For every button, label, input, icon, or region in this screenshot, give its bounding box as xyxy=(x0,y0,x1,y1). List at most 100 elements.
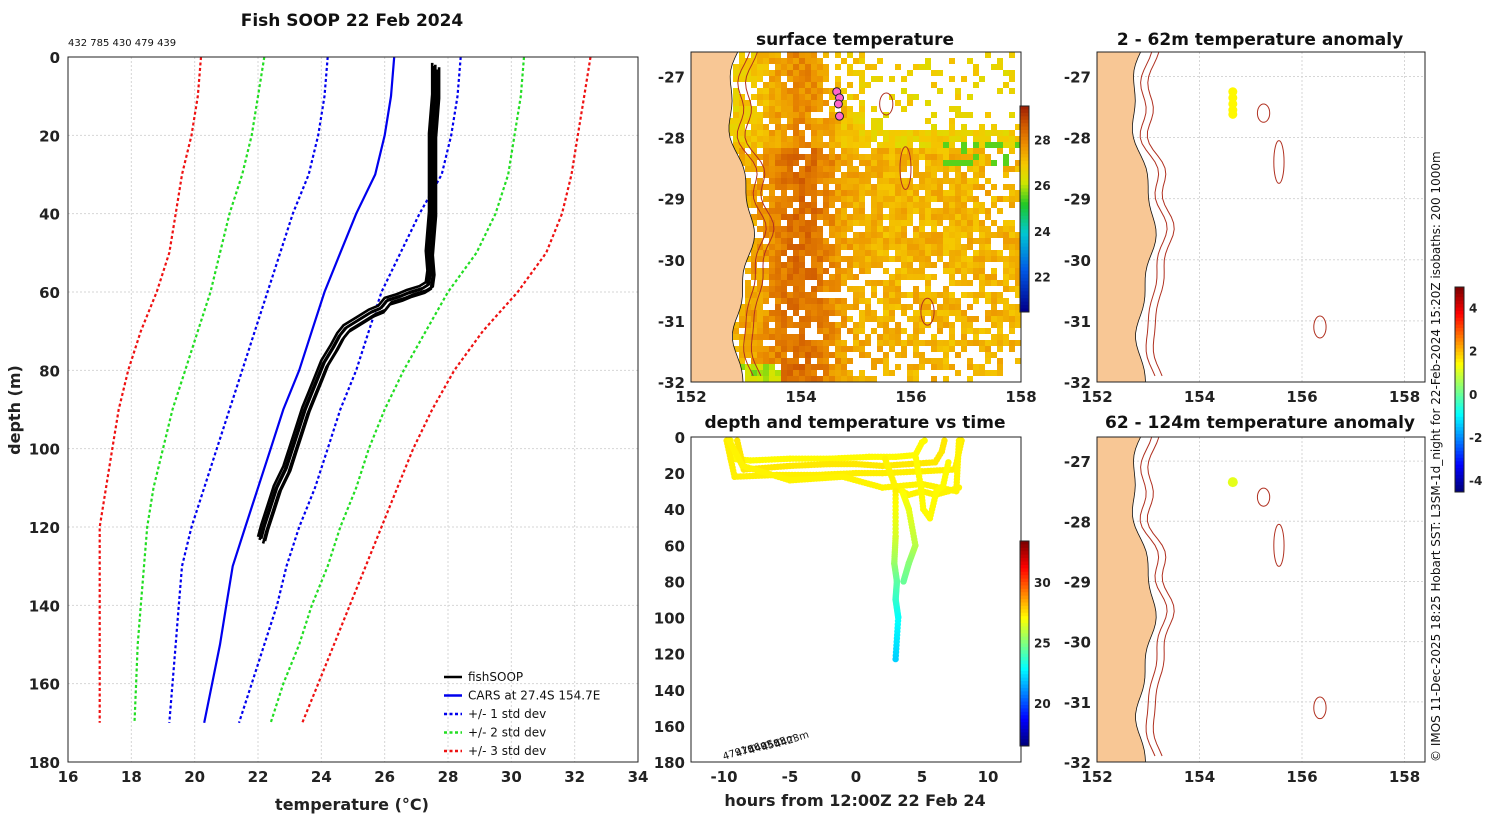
sst-cell xyxy=(883,280,889,286)
sst-cell xyxy=(781,328,787,334)
sst-cell xyxy=(835,220,841,226)
sst-cell xyxy=(799,130,805,136)
sst-cell xyxy=(835,214,841,220)
sst-cell xyxy=(943,250,949,256)
sst-cell xyxy=(883,232,889,238)
sst-cell xyxy=(1015,262,1021,268)
sst-cell xyxy=(949,250,955,256)
sst-cell xyxy=(901,148,907,154)
profile-xtick-label: 32 xyxy=(564,768,585,786)
sst-cell xyxy=(829,130,835,136)
sst-cell xyxy=(985,136,991,142)
sst-cell xyxy=(991,280,997,286)
depth-time-point xyxy=(955,437,963,444)
sst-cell xyxy=(853,94,859,100)
profile-xtick-label: 30 xyxy=(501,768,522,786)
sst-cell xyxy=(787,88,793,94)
sst-cell xyxy=(811,304,817,310)
sst-cell xyxy=(775,70,781,76)
sst-cell xyxy=(919,298,925,304)
sst-cell xyxy=(805,232,811,238)
std1-minus-line xyxy=(168,56,329,723)
sst-cell xyxy=(799,112,805,118)
sst-cell xyxy=(769,70,775,76)
sst-cell xyxy=(1015,340,1021,346)
sst-cell xyxy=(817,352,823,358)
sst-cell xyxy=(859,232,865,238)
sst-cell xyxy=(751,124,757,130)
sst-cell xyxy=(961,124,967,130)
sst-cell xyxy=(883,268,889,274)
anomaly-colorbar-segment xyxy=(1455,386,1464,390)
sst-cell xyxy=(841,226,847,232)
sst-cell xyxy=(865,238,871,244)
sst-cell xyxy=(865,82,871,88)
sst-cell xyxy=(793,172,799,178)
sst-cell xyxy=(763,94,769,100)
sst-cell xyxy=(811,238,817,244)
sst-cell xyxy=(835,262,841,268)
sst-cell xyxy=(835,154,841,160)
sst-cell xyxy=(847,262,853,268)
sst-cell xyxy=(943,238,949,244)
sst-cell xyxy=(787,202,793,208)
depth-time-colorbar-segment xyxy=(1020,602,1029,607)
sst-cell xyxy=(913,328,919,334)
sst-cell xyxy=(793,274,799,280)
sst-cell xyxy=(847,328,853,334)
sst-cell xyxy=(841,178,847,184)
sst-cell xyxy=(739,358,745,364)
sst-colorbar-segment xyxy=(1020,236,1029,241)
sst-cell xyxy=(865,340,871,346)
sst-cell xyxy=(841,256,847,262)
sst-cell xyxy=(835,340,841,346)
sst-cell xyxy=(823,208,829,214)
sst-cell xyxy=(853,166,859,172)
sst-cell xyxy=(949,256,955,262)
sst-cell xyxy=(859,250,865,256)
sst-cell xyxy=(877,238,883,244)
sst-cell xyxy=(955,94,961,100)
sst-cell xyxy=(763,268,769,274)
sst-cell xyxy=(979,208,985,214)
sst-cell xyxy=(919,64,925,70)
sst-cell xyxy=(973,172,979,178)
sst-cell xyxy=(955,352,961,358)
sst-cell xyxy=(973,202,979,208)
sst-cell xyxy=(865,376,871,382)
sst-cell xyxy=(865,316,871,322)
sst-cell xyxy=(835,52,841,58)
sst-colorbar-segment xyxy=(1020,243,1029,248)
sst-cell xyxy=(811,262,817,268)
sst-cell xyxy=(805,82,811,88)
sst-cell xyxy=(889,76,895,82)
sst-cell xyxy=(805,310,811,316)
sst-cell xyxy=(961,190,967,196)
sst-cell xyxy=(979,268,985,274)
sst-cell xyxy=(733,100,739,106)
sst-cell xyxy=(1015,244,1021,250)
sst-cell xyxy=(745,286,751,292)
sst-cell xyxy=(847,124,853,130)
sst-cell xyxy=(907,364,913,370)
sst-colorbar-segment xyxy=(1020,263,1029,268)
sst-cell xyxy=(1009,190,1015,196)
sst-cell xyxy=(973,148,979,154)
sst-cell xyxy=(787,160,793,166)
sst-cell xyxy=(841,202,847,208)
sst-cell xyxy=(745,322,751,328)
sst-cell xyxy=(853,184,859,190)
sst-cell xyxy=(985,310,991,316)
sst-cell xyxy=(931,130,937,136)
depth-time-colorbar-segment xyxy=(1020,670,1029,675)
sst-cell xyxy=(811,244,817,250)
sst-cell xyxy=(841,172,847,178)
sst-cell xyxy=(895,172,901,178)
sst-cell xyxy=(763,286,769,292)
sst-cell xyxy=(787,376,793,382)
sst-cell xyxy=(961,76,967,82)
depth-time-colorbar-segment xyxy=(1020,694,1029,699)
sst-cell xyxy=(877,334,883,340)
sst-cell xyxy=(1015,316,1021,322)
sst-cell xyxy=(841,298,847,304)
